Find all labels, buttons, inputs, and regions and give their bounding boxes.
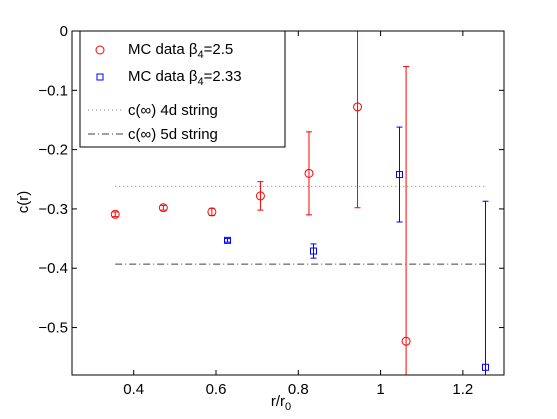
legend-label-4d-string: c(∞) 4d string bbox=[128, 102, 218, 119]
axis-ticks: 0.4 0.6 0.8 1 1.2 0 −0.1 −0.2 −0.3 −0.4 −0.5 bbox=[38, 23, 504, 398]
data-point-series-2 bbox=[395, 126, 403, 223]
legend-label-series-2: MC data β4=2.33 bbox=[128, 68, 242, 88]
data-point-series-1 bbox=[158, 203, 168, 213]
marker-square bbox=[481, 363, 489, 371]
y-tick-label: −0.4 bbox=[38, 260, 68, 277]
y-tick-label: 0 bbox=[60, 23, 68, 40]
y-tick-label: −0.2 bbox=[38, 142, 68, 159]
x-tick-label: 0.4 bbox=[123, 381, 144, 398]
legend-entry-series-2: MC data β4=2.33 bbox=[96, 68, 242, 88]
marker-circle bbox=[353, 102, 363, 112]
marker-circle bbox=[207, 207, 217, 217]
legend-marker-circle bbox=[95, 45, 105, 55]
y-tick-label: −0.1 bbox=[38, 82, 68, 99]
legend-entry-4d-string: c(∞) 4d string bbox=[88, 102, 218, 119]
legend: MC data β4=2.5 MC data β4=2.33 c(∞) 4d s… bbox=[79, 30, 286, 148]
legend-label-5d-string: c(∞) 5d string bbox=[128, 126, 218, 143]
data-point-series-1 bbox=[255, 181, 265, 211]
data-point-series-1 bbox=[353, 31, 363, 209]
marker-square bbox=[395, 171, 403, 179]
marker-circle bbox=[401, 336, 411, 346]
legend-entry-5d-string: c(∞) 5d string bbox=[88, 126, 218, 143]
axes-frame bbox=[71, 30, 505, 376]
legend-box bbox=[79, 30, 286, 148]
data-point-series-1 bbox=[207, 207, 217, 217]
legend-marker-square bbox=[96, 73, 104, 81]
data-point-series-1 bbox=[304, 131, 314, 216]
x-axis-label: r/r0 bbox=[271, 393, 291, 413]
data-point-series-2 bbox=[481, 200, 489, 375]
marker-square bbox=[310, 247, 318, 255]
y-axis-label: c(r) bbox=[15, 191, 32, 214]
x-tick-label: 1 bbox=[376, 381, 384, 398]
data-point-series-1 bbox=[401, 66, 411, 375]
data-point-series-2 bbox=[310, 243, 318, 259]
plot-area bbox=[110, 31, 489, 375]
x-axis-label-subscript: 0 bbox=[285, 401, 291, 413]
x-tick-label: 1.2 bbox=[452, 381, 473, 398]
marker-circle bbox=[110, 209, 120, 219]
x-axis-label-main: r/r bbox=[271, 393, 285, 410]
marker-circle bbox=[158, 203, 168, 213]
marker-circle bbox=[304, 168, 314, 178]
data-point-series-2 bbox=[224, 236, 232, 244]
marker-square bbox=[224, 236, 232, 244]
data-point-series-1 bbox=[110, 209, 120, 219]
legend-entry-series-1: MC data β4=2.5 bbox=[95, 41, 233, 61]
x-tick-label: 0.8 bbox=[288, 381, 309, 398]
y-tick-label: −0.3 bbox=[38, 201, 68, 218]
y-tick-label: −0.5 bbox=[38, 320, 68, 337]
marker-circle bbox=[255, 191, 265, 201]
x-tick-label: 0.6 bbox=[206, 381, 227, 398]
legend-label-series-1: MC data β4=2.5 bbox=[128, 41, 233, 61]
